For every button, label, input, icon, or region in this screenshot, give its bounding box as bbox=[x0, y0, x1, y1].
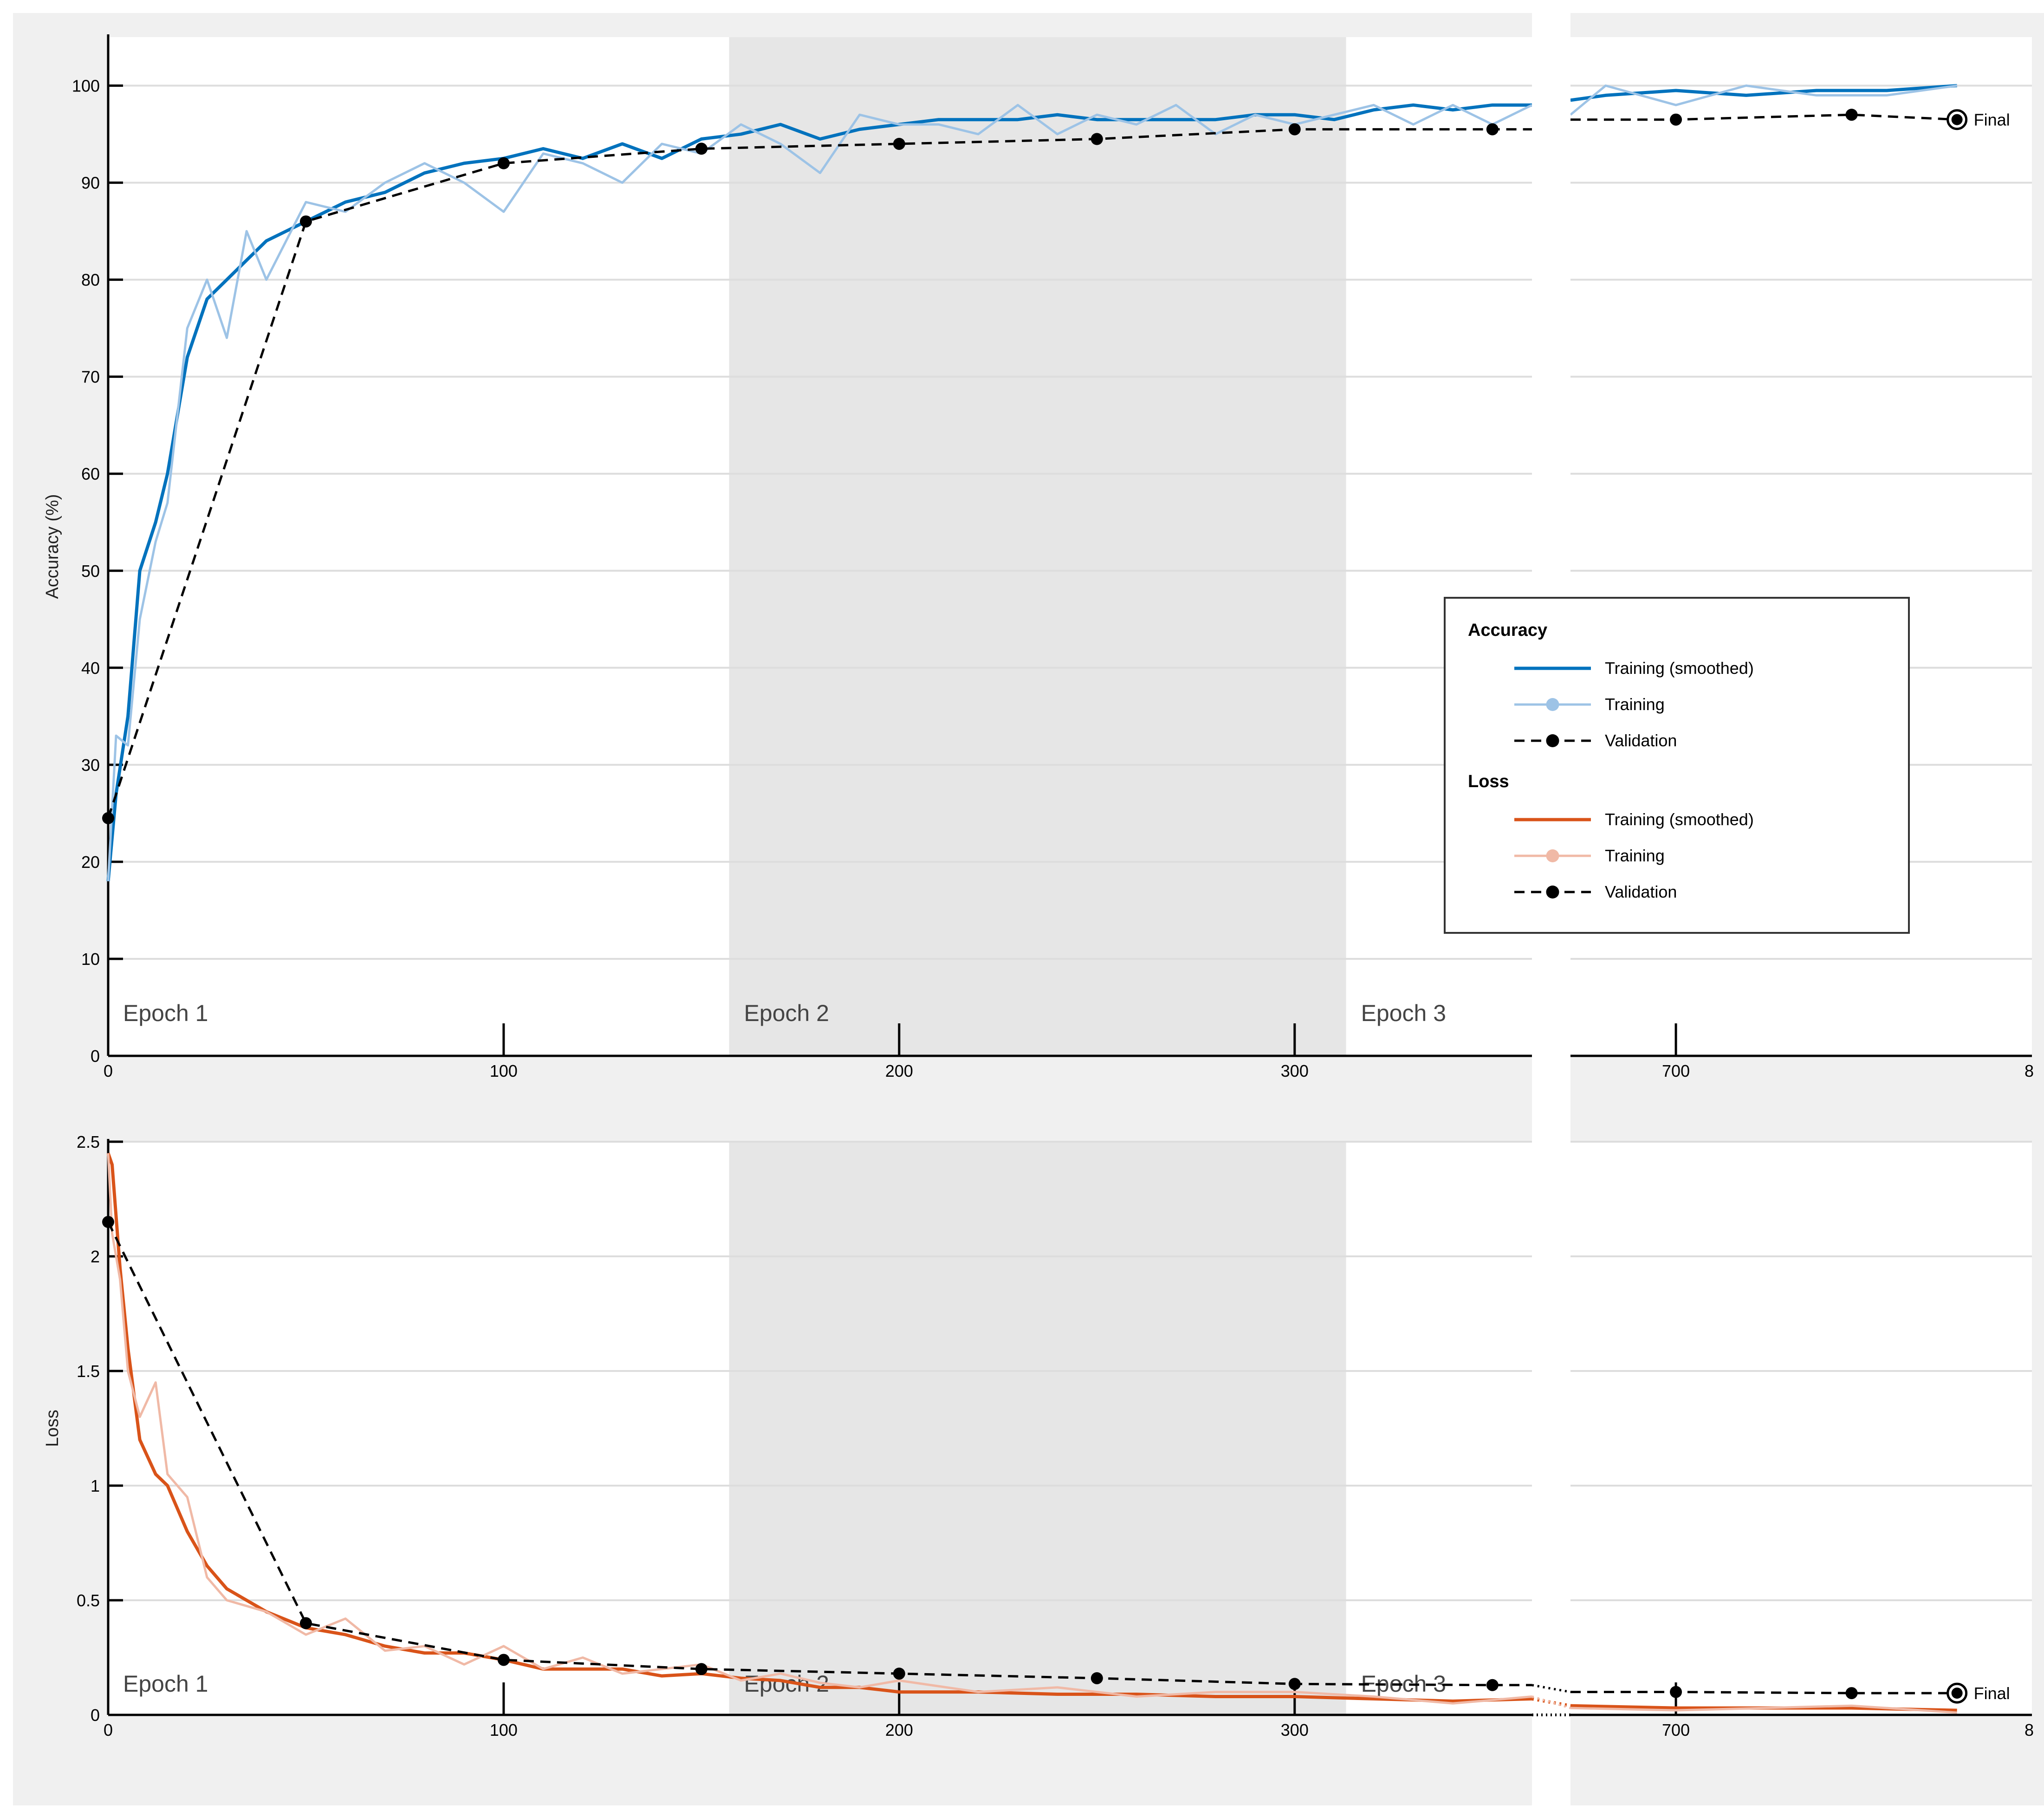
loss-raw-line-break-connector bbox=[1531, 1695, 1571, 1709]
y-tick-label: 20 bbox=[81, 853, 100, 872]
legend-item-label: Training bbox=[1605, 695, 1665, 714]
x-tick-label: 8 bbox=[2025, 1061, 2034, 1080]
y-tick-label: 80 bbox=[81, 271, 100, 290]
plot-area-right bbox=[1570, 1142, 2032, 1715]
validation-marker bbox=[497, 1654, 510, 1666]
y-tick-label: 1.5 bbox=[77, 1362, 100, 1381]
y-tick-label: 1 bbox=[91, 1476, 100, 1495]
epoch-label: Epoch 3 bbox=[1361, 1000, 1446, 1026]
validation-marker bbox=[299, 215, 312, 228]
legend-group-title: Accuracy bbox=[1468, 621, 1547, 640]
validation-marker bbox=[1845, 109, 1858, 121]
legend-swatch-validation-marker bbox=[1546, 734, 1559, 747]
legend-item-label: Training (smoothed) bbox=[1605, 659, 1754, 678]
y-tick-label: 50 bbox=[81, 562, 100, 581]
validation-marker bbox=[1090, 133, 1103, 145]
y-tick-label: 40 bbox=[81, 659, 100, 678]
loss-raw-line bbox=[1570, 1704, 1957, 1714]
legend-group-title: Loss bbox=[1468, 772, 1509, 791]
validation-marker bbox=[1670, 113, 1682, 126]
epoch-label: Epoch 2 bbox=[744, 1000, 829, 1026]
y-tick-label: 70 bbox=[81, 368, 100, 387]
validation-marker bbox=[695, 142, 707, 155]
accuracy-validation-line bbox=[107, 128, 1532, 819]
y-tick-label: 2.5 bbox=[77, 1132, 100, 1151]
epoch-2-band bbox=[729, 37, 1346, 1056]
validation-marker bbox=[1845, 1687, 1858, 1700]
validation-marker bbox=[1486, 123, 1499, 136]
y-tick-label: 60 bbox=[81, 465, 100, 484]
validation-marker bbox=[1288, 1678, 1301, 1690]
final-marker bbox=[1951, 1688, 1963, 1699]
x-tick-label: 700 bbox=[1662, 1061, 1690, 1080]
y-tick-label: 90 bbox=[81, 174, 100, 193]
validation-marker bbox=[695, 1663, 707, 1675]
x-tick-label: 300 bbox=[1281, 1061, 1309, 1080]
y-tick-label: 10 bbox=[81, 950, 100, 969]
x-tick-label: 200 bbox=[885, 1720, 913, 1739]
legend-item-label: Training bbox=[1605, 846, 1665, 865]
validation-marker bbox=[102, 1216, 114, 1228]
validation-marker bbox=[299, 1617, 312, 1629]
final-marker bbox=[1951, 114, 1963, 125]
legend-swatch-raw-marker bbox=[1546, 698, 1559, 711]
epoch-label: Epoch 1 bbox=[123, 1671, 208, 1697]
final-label: Final bbox=[1974, 110, 2010, 129]
legend-item-label: Validation bbox=[1605, 882, 1677, 901]
x-tick-label: 700 bbox=[1662, 1720, 1690, 1739]
x-tick-label: 200 bbox=[885, 1061, 913, 1080]
accuracy-raw-line bbox=[1570, 84, 1957, 116]
legend: Accuracy Training (smoothed) Training Valid… bbox=[1444, 597, 1910, 934]
validation-marker bbox=[1288, 123, 1301, 136]
validation-marker bbox=[497, 157, 510, 169]
x-tick-label: 300 bbox=[1281, 1720, 1309, 1739]
x-tick-label: 8 bbox=[2025, 1720, 2034, 1739]
legend-swatch-raw-marker bbox=[1546, 849, 1559, 862]
y-tick-label: 0 bbox=[91, 1706, 100, 1725]
epoch-label: Epoch 1 bbox=[123, 1000, 208, 1026]
accuracy-smooth-line bbox=[1570, 84, 1957, 102]
loss-validation-line bbox=[1570, 1691, 1957, 1694]
validation-marker bbox=[1486, 1679, 1499, 1691]
validation-marker bbox=[1090, 1672, 1103, 1684]
y-axis-label: Accuracy (%) bbox=[43, 494, 62, 599]
legend-swatch-validation-marker bbox=[1546, 886, 1559, 899]
loss-smooth-line-break-connector bbox=[1531, 1697, 1571, 1707]
x-tick-label: 0 bbox=[104, 1061, 113, 1080]
final-label: Final bbox=[1974, 1684, 2010, 1703]
loss-validation-line-break-connector bbox=[1531, 1684, 1571, 1694]
legend-item-label: Validation bbox=[1605, 731, 1677, 750]
y-tick-label: 2 bbox=[91, 1247, 100, 1266]
validation-marker bbox=[1670, 1686, 1682, 1698]
accuracy-validation-line bbox=[1570, 113, 1957, 121]
loss-raw-line bbox=[107, 1153, 1532, 1705]
epoch-2-band bbox=[729, 1142, 1346, 1715]
x-tick-label: 100 bbox=[490, 1061, 518, 1080]
legend-box bbox=[1444, 597, 1910, 934]
validation-marker bbox=[102, 812, 114, 824]
y-tick-label: 0.5 bbox=[77, 1591, 100, 1610]
x-tick-label: 100 bbox=[490, 1720, 518, 1739]
legend-item-label: Training (smoothed) bbox=[1605, 810, 1754, 829]
validation-marker bbox=[893, 1668, 905, 1680]
y-axis-label: Loss bbox=[43, 1410, 62, 1447]
y-tick-label: 100 bbox=[72, 77, 100, 96]
x-tick-label: 0 bbox=[104, 1720, 113, 1739]
y-tick-label: 0 bbox=[91, 1047, 100, 1066]
validation-marker bbox=[893, 137, 905, 150]
y-tick-label: 30 bbox=[81, 756, 100, 775]
